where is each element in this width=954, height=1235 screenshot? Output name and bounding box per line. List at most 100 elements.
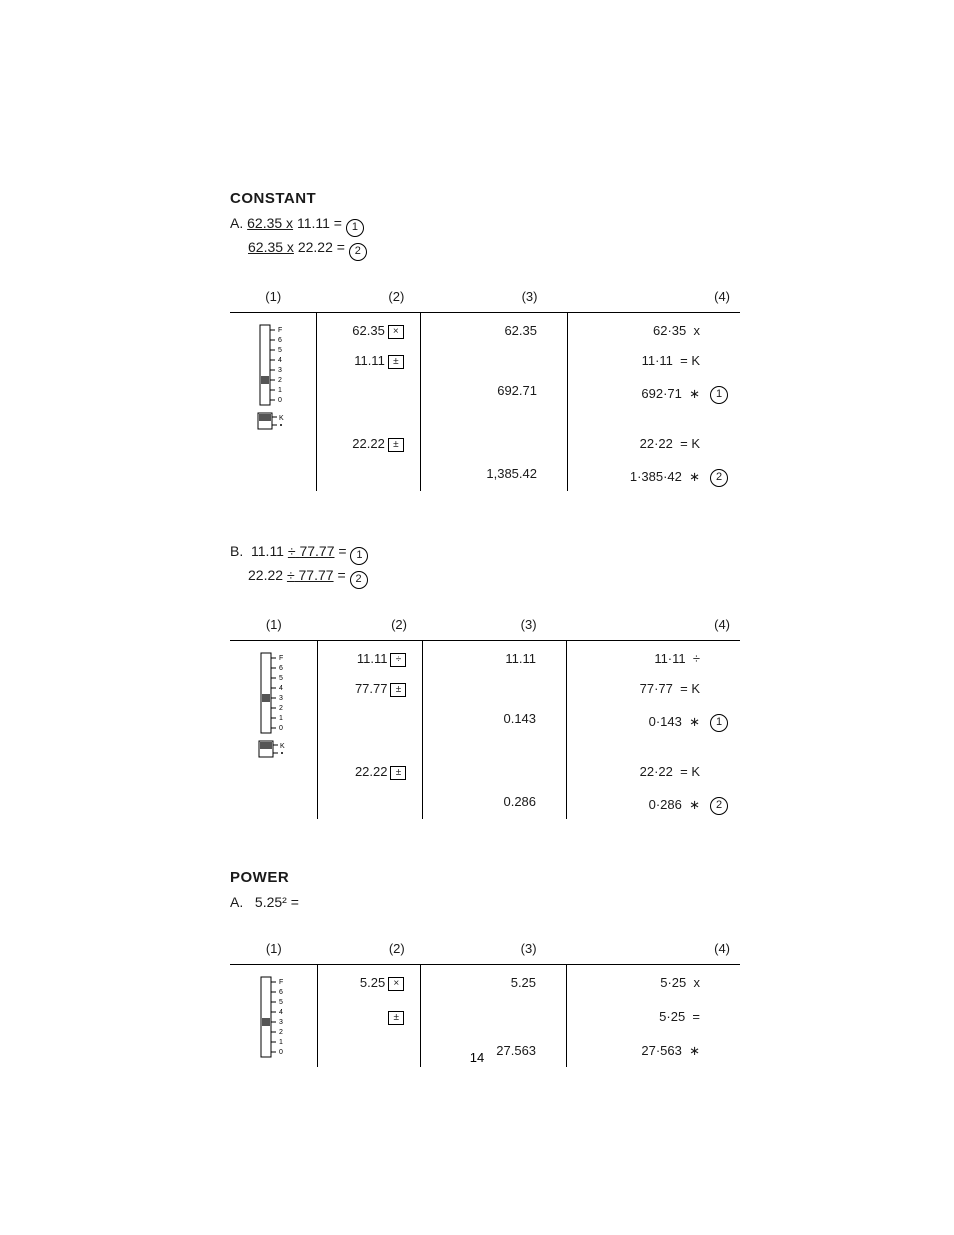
key-icon: ± [388, 355, 404, 369]
svg-text:F: F [279, 979, 283, 986]
expr-part: 22.22 = [298, 239, 345, 255]
svg-text:4: 4 [278, 357, 282, 364]
col-header: (3) [420, 279, 567, 313]
keystroke-cell: 11.11÷ [318, 641, 423, 672]
svg-text:6: 6 [279, 665, 283, 672]
print-cell: 62·35 x [567, 313, 740, 344]
expr-part: 62.35 x [248, 239, 294, 255]
col-header: (1) [230, 607, 318, 641]
prefix-a: A. [230, 894, 243, 910]
print-cell: 1·385·42 ∗2 [567, 456, 740, 491]
col-header: (2) [318, 931, 421, 965]
key-icon: ÷ [390, 653, 406, 667]
display-cell: 5.25 [421, 965, 567, 1000]
key-icon: ± [390, 766, 406, 780]
svg-text:4: 4 [279, 685, 283, 692]
svg-text:5: 5 [279, 999, 283, 1006]
keystroke-cell: 77.77± [318, 671, 423, 701]
display-cell: 692.71 [420, 373, 567, 408]
print-cell: 22·22 = K [567, 754, 740, 784]
circled-2: 2 [710, 469, 728, 487]
svg-text:0: 0 [278, 397, 282, 404]
circled-1: 1 [710, 386, 728, 404]
svg-text:3: 3 [279, 695, 283, 702]
constant-table-b: (1) (2) (3) (4) F 6 5 4 3 2 1 0 K 11.11÷ 11.11 1… [230, 607, 740, 819]
svg-text:1: 1 [278, 387, 282, 394]
print-cell: 0·286 ∗2 [567, 784, 740, 819]
page: CONSTANT A. 62.35 x 11.11 = 1 62.35 x 22… [0, 0, 954, 1067]
table-row: F6543210K 62.35× 62.35 62·35 x [230, 313, 740, 344]
constant-a-line2: 62.35 x 22.22 = 2 [248, 237, 774, 261]
key-icon: ± [390, 683, 406, 697]
svg-text:K: K [280, 743, 285, 750]
col-header: (1) [230, 931, 318, 965]
svg-text:1: 1 [279, 715, 283, 722]
display-cell: 0.286 [423, 784, 567, 819]
keystroke-cell: 62.35× [316, 313, 420, 344]
constant-b-line1: B. 11.11 ÷ 77.77 = 1 [230, 541, 774, 565]
col-header: (1) [230, 279, 316, 313]
prefix-b: B. [230, 543, 243, 559]
col-header: (4) [567, 279, 740, 313]
display-cell: 1,385.42 [420, 456, 567, 491]
constant-b-line2: 22.22 ÷ 77.77 = 2 [248, 565, 774, 589]
key-icon: × [388, 325, 404, 339]
svg-text:0: 0 [279, 725, 283, 732]
svg-text:F: F [279, 655, 283, 662]
svg-text:6: 6 [278, 337, 282, 344]
print-cell: 5·25 = [567, 999, 740, 1033]
print-cell: 0·143 ∗1 [567, 701, 740, 736]
prefix-a: A. [230, 215, 243, 231]
col-header: (3) [423, 607, 567, 641]
table-header-row: (1) (2) (3) (4) [230, 931, 740, 965]
circled-2: 2 [349, 243, 367, 261]
decimal-slider-icon: F6543210K [252, 323, 294, 431]
expr-part: 11.11 [251, 543, 284, 559]
power-table-a: (1) (2) (3) (4) F6543210 5.25× 5.25 5·25… [230, 931, 740, 1067]
display-cell: 62.35 [420, 313, 567, 344]
page-number: 14 [0, 1050, 954, 1065]
col-header: (4) [567, 931, 740, 965]
key-icon: ± [388, 438, 404, 452]
display-cell [420, 426, 567, 456]
col-header: (2) [318, 607, 423, 641]
circled-1: 1 [710, 714, 728, 732]
circled-1: 1 [346, 219, 364, 237]
expr-part: 62.35 x [247, 215, 293, 231]
heading-constant: CONSTANT [230, 190, 774, 207]
table-header-row: (1) (2) (3) (4) [230, 279, 740, 313]
print-cell: 692·71 ∗1 [567, 373, 740, 408]
keystroke-cell: ± [318, 999, 421, 1033]
keystroke-cell: 11.11± [316, 343, 420, 373]
circled-2: 2 [710, 797, 728, 815]
print-cell: 5·25 x [567, 965, 740, 1000]
svg-text:5: 5 [279, 675, 283, 682]
key-icon: ± [388, 1011, 404, 1025]
print-cell: 22·22 = K [567, 426, 740, 456]
svg-text:3: 3 [279, 1019, 283, 1026]
circled-2: 2 [350, 571, 368, 589]
svg-text:4: 4 [279, 1009, 283, 1016]
heading-power: POWER [230, 869, 774, 886]
expr-part: 22.22 [248, 567, 283, 583]
keystroke-cell: 5.25× [318, 965, 421, 1000]
table-header-row: (1) (2) (3) (4) [230, 607, 740, 641]
svg-text:1: 1 [279, 1039, 283, 1046]
print-cell: 77·77 = K [567, 671, 740, 701]
col-header: (4) [567, 607, 740, 641]
key-icon: × [388, 977, 404, 991]
print-cell: 11·11 ÷ [567, 641, 740, 672]
constant-a-line1: A. 62.35 x 11.11 = 1 [230, 213, 774, 237]
svg-text:K: K [279, 415, 284, 422]
expr-part: 5.25² = [255, 894, 299, 910]
table-row: F6543210 5.25× 5.25 5·25 x [230, 965, 740, 1000]
display-cell [420, 343, 567, 373]
display-cell: 0.143 [423, 701, 567, 736]
table-row: F6543210K 11.11÷ 11.11 11·11 ÷ [230, 641, 740, 672]
keystroke-cell: 22.22± [316, 426, 420, 456]
display-cell: 11.11 [423, 641, 567, 672]
slider-cell: F6543210K [230, 641, 318, 820]
svg-text:3: 3 [278, 367, 282, 374]
decimal-slider-icon: F6543210K [253, 651, 295, 759]
print-cell: 11·11 = K [567, 343, 740, 373]
